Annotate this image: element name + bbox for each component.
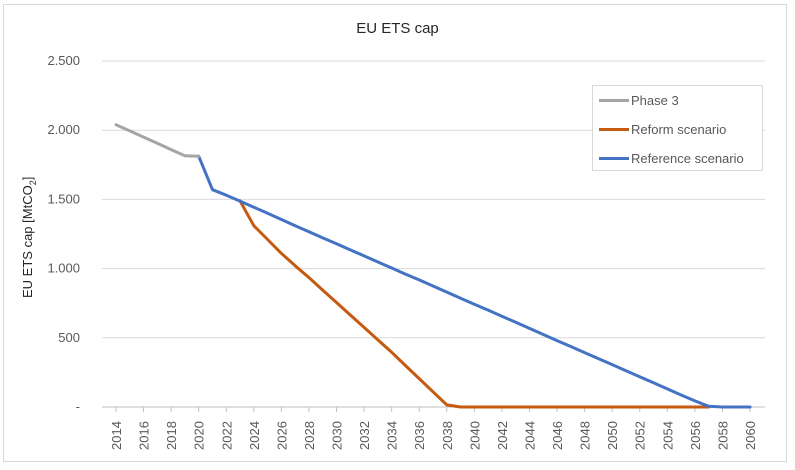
legend-swatch-reference: [599, 156, 629, 160]
x-tick-label: 2038: [440, 421, 455, 450]
y-tick-labels: - 500 1.000 1.500 2.000 2.500: [47, 53, 80, 414]
x-tick-labels: 2014 2016 2018 2020 2022 2024 2026 2028 2030 2032…: [109, 407, 758, 450]
legend-item-reform: Reform scenario: [599, 120, 726, 138]
x-tick-label: 2016: [137, 421, 152, 450]
x-tick-label: 2014: [109, 421, 124, 450]
series-lines: [114, 123, 752, 409]
y-tick-label: 1.000: [47, 261, 80, 276]
x-tick-label: 2036: [412, 421, 427, 450]
series-line-phase-3: [114, 123, 201, 158]
x-tick-label: 2060: [743, 421, 758, 450]
x-tick-label: 2018: [164, 421, 179, 450]
legend: Phase 3 Reform scenario Reference scenar…: [592, 85, 763, 171]
x-tick-label: 2026: [274, 421, 289, 450]
legend-label-reform: Reform scenario: [631, 121, 727, 137]
y-tick-label: 2.000: [47, 122, 80, 137]
x-tick-label: 2046: [550, 421, 565, 450]
gridlines: [102, 60, 765, 408]
x-tick-label: 2024: [247, 421, 262, 450]
legend-label-reference: Reference scenario: [631, 150, 744, 166]
x-tick-label: 2054: [660, 421, 675, 450]
x-tick-label: 2022: [219, 421, 234, 450]
x-tick-label: 2050: [605, 421, 620, 450]
series-line-reform-scenario: [238, 199, 711, 409]
x-tick-label: 2032: [357, 421, 372, 450]
x-tick-label: 2048: [578, 421, 593, 450]
chart-title: EU ETS cap: [356, 20, 439, 37]
x-tick-label: 2040: [467, 421, 482, 450]
x-tick-label: 2030: [330, 421, 345, 450]
x-tick-label: 2020: [192, 421, 207, 450]
y-tick-label: -: [76, 399, 80, 414]
legend-swatch-reform: [599, 127, 629, 131]
x-tick-label: 2052: [633, 421, 648, 450]
legend-label-phase3: Phase 3: [631, 92, 679, 108]
series-line-reference-scenario: [197, 154, 752, 409]
x-tick-label: 2034: [385, 421, 400, 450]
x-tick-label: 2028: [302, 421, 317, 450]
y-tick-label: 1.500: [47, 191, 80, 206]
legend-item-reference: Reference scenario: [599, 149, 744, 167]
legend-item-phase3: Phase 3: [599, 91, 679, 109]
x-tick-label: 2058: [715, 421, 730, 450]
x-tick-label: 2056: [688, 421, 703, 450]
x-tick-label: 2044: [522, 421, 537, 450]
y-tick-label: 2.500: [47, 53, 80, 68]
y-tick-label: 500: [58, 330, 80, 345]
y-axis-title: EU ETS cap [MtCO2]: [20, 177, 38, 298]
x-tick-label: 2042: [495, 421, 510, 450]
legend-swatch-phase3: [599, 98, 629, 102]
